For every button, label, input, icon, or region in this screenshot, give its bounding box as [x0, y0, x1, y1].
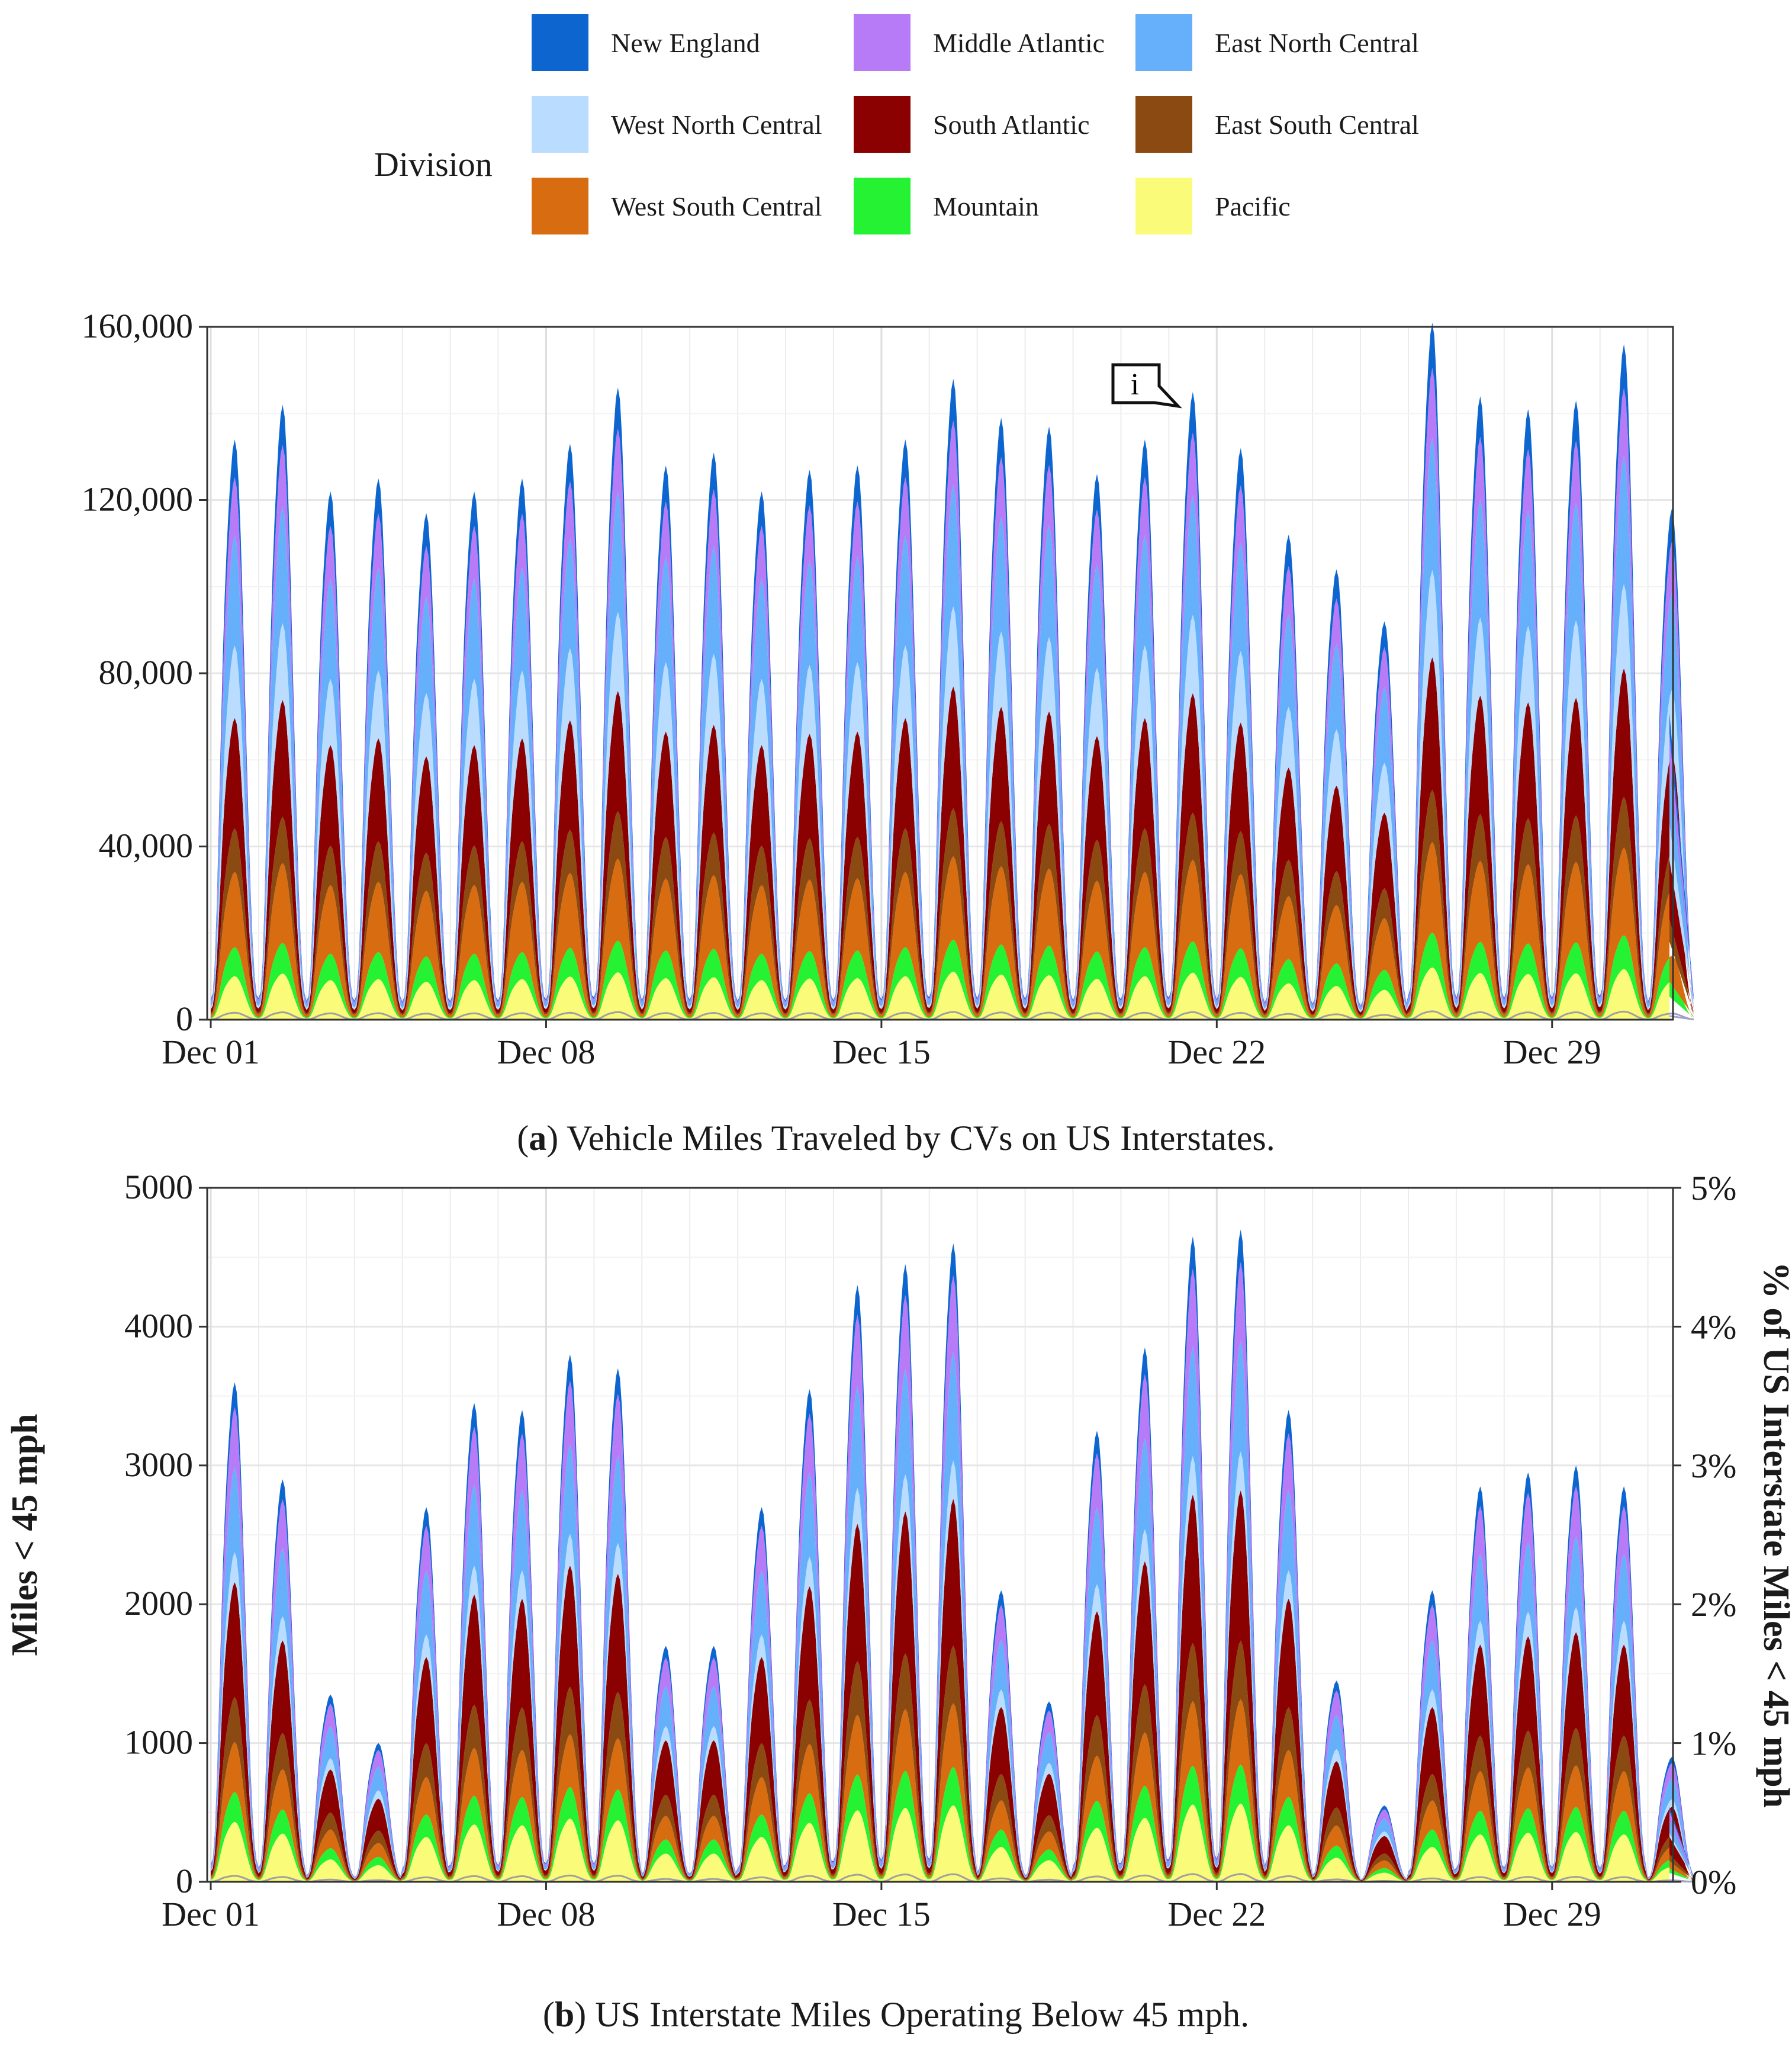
- legend-swatch: [854, 14, 911, 71]
- x-tick-label: Dec 22: [1167, 1033, 1266, 1071]
- y2-tick-label: 1%: [1691, 1724, 1736, 1763]
- y-tick-label: 4000: [124, 1306, 193, 1345]
- y-tick-label: 40,000: [99, 827, 194, 865]
- caption-a-text: Vehicle Miles Traveled by CVs on US Inte…: [567, 1119, 1275, 1158]
- x-tick-label: Dec 29: [1503, 1895, 1601, 1933]
- area-mountain: [211, 1764, 1694, 1882]
- area-east-north-central: [211, 437, 1694, 1011]
- y2-tick-label: 5%: [1691, 1169, 1736, 1207]
- legend-item-west-south-central: West South Central: [532, 178, 822, 234]
- caption-b-letter: b: [554, 1995, 575, 2034]
- legend-swatch: [532, 14, 588, 71]
- legend-item-south-atlantic: South Atlantic: [854, 96, 1090, 153]
- x-tick-label: Dec 01: [162, 1895, 260, 1933]
- callout-box: [1111, 363, 1182, 409]
- legend-title: Division: [374, 145, 493, 184]
- legend-item-new-england: New England: [532, 14, 760, 71]
- area-south-atlantic: [211, 1490, 1694, 1881]
- area-south-atlantic: [211, 657, 1694, 1016]
- x-tick-label: Dec 08: [497, 1033, 595, 1071]
- y-tick-label: 120,000: [82, 480, 194, 519]
- y2-axis-title: % of US Interstate Miles < 45 mph: [1756, 1262, 1792, 1808]
- y-tick-label: 2000: [124, 1584, 193, 1622]
- legend-label: West South Central: [611, 191, 822, 221]
- legend-label: South Atlantic: [933, 109, 1090, 140]
- legend-swatch: [1135, 14, 1192, 71]
- area-west-north-central: [211, 570, 1694, 1013]
- y-tick-label: 5000: [124, 1168, 193, 1206]
- chart-a: 0 40,000 80,000 120,000 160,000 Dec 01 Dec 08 D…: [82, 307, 1694, 1071]
- legend-item-middle-atlantic: Middle Atlantic: [854, 14, 1105, 71]
- caption-a-letter: a: [529, 1119, 547, 1158]
- legend-item-pacific: Pacific: [1135, 178, 1291, 234]
- y-axis-title: Miles < 45 mph: [5, 1413, 45, 1656]
- y-tick-label: 0: [176, 1862, 193, 1900]
- legend-item-mountain: Mountain: [854, 178, 1039, 234]
- y2-tick-label: 2%: [1691, 1585, 1736, 1624]
- x-tick-label: Dec 29: [1503, 1033, 1601, 1071]
- legend-label: New England: [611, 27, 760, 58]
- legend-swatch: [1135, 178, 1192, 234]
- legend-label: East South Central: [1215, 109, 1419, 140]
- info-callout: i: [1111, 363, 1182, 409]
- caption-a: (a) Vehicle Miles Traveled by CVs on US …: [517, 1119, 1275, 1158]
- area-east-south-central: [211, 789, 1694, 1016]
- area-east-south-central: [211, 1640, 1694, 1881]
- legend-label: Middle Atlantic: [933, 27, 1105, 58]
- y2-tick-label: 4%: [1691, 1307, 1736, 1346]
- callout-label: i: [1131, 368, 1139, 401]
- y-tick-label: 3000: [124, 1445, 193, 1484]
- area-pacific: [211, 967, 1694, 1020]
- y-tick-label: 0: [176, 1000, 193, 1038]
- y-tick-label: 160,000: [82, 307, 194, 345]
- legend-swatch: [532, 96, 588, 153]
- area-mountain: [211, 932, 1694, 1019]
- legend-swatch: [532, 178, 588, 234]
- legend-swatch: [854, 96, 911, 153]
- legend-label: East North Central: [1215, 27, 1419, 58]
- y2-tick-label: 3%: [1691, 1447, 1736, 1485]
- legend-label: Mountain: [933, 191, 1039, 221]
- legend-swatch: [854, 178, 911, 234]
- x-tick-label: Dec 22: [1167, 1895, 1266, 1933]
- x-tick-label: Dec 01: [162, 1033, 260, 1071]
- legend-swatch: [1135, 96, 1192, 153]
- caption-b: (b) US Interstate Miles Operating Below …: [542, 1995, 1250, 2034]
- area-west-south-central: [211, 1699, 1694, 1882]
- y-tick-label: 80,000: [99, 653, 194, 692]
- legend-item-west-north-central: West North Central: [532, 96, 822, 153]
- area-west-south-central: [211, 841, 1694, 1018]
- baseline-stroke: [210, 1010, 1694, 1021]
- y-tick-label: 1000: [124, 1723, 193, 1762]
- plot-border: [206, 1187, 1674, 1883]
- legend-item-east-south-central: East South Central: [1135, 96, 1419, 153]
- area-east-north-central: [211, 1340, 1694, 1880]
- x-tick-label: Dec 15: [832, 1033, 931, 1071]
- x-tick-label: Dec 15: [832, 1895, 931, 1933]
- legend-label: West North Central: [611, 109, 822, 140]
- legend-item-east-north-central: East North Central: [1135, 14, 1419, 71]
- caption-b-text: US Interstate Miles Operating Below 45 m…: [595, 1995, 1250, 2034]
- legend-label: Pacific: [1215, 191, 1291, 221]
- chart-b: 0 1000 2000 3000 4000 5000 Dec 01 Dec 08 Dec 15 D…: [5, 1168, 1792, 1933]
- y2-tick-label: 0%: [1691, 1863, 1736, 1901]
- x-tick-label: Dec 08: [497, 1895, 595, 1933]
- area-pacific: [211, 1803, 1694, 1882]
